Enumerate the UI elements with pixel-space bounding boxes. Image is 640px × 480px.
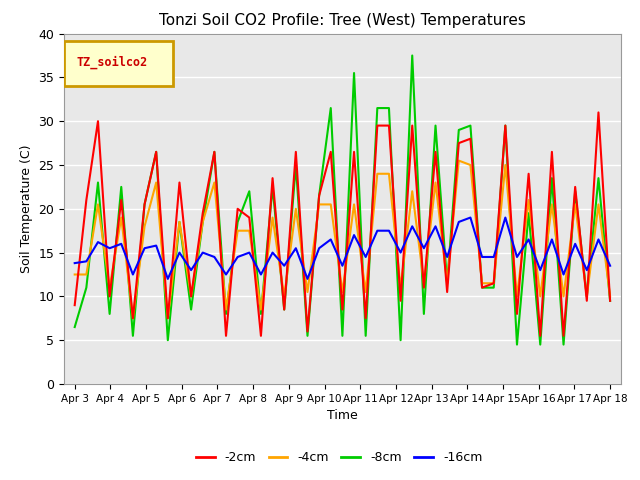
X-axis label: Time: Time — [327, 409, 358, 422]
Title: Tonzi Soil CO2 Profile: Tree (West) Temperatures: Tonzi Soil CO2 Profile: Tree (West) Temp… — [159, 13, 526, 28]
Legend: -2cm, -4cm, -8cm, -16cm: -2cm, -4cm, -8cm, -16cm — [191, 446, 488, 469]
Y-axis label: Soil Temperature (C): Soil Temperature (C) — [20, 144, 33, 273]
Text: TZ_soilco2: TZ_soilco2 — [76, 56, 147, 69]
FancyBboxPatch shape — [64, 41, 173, 86]
